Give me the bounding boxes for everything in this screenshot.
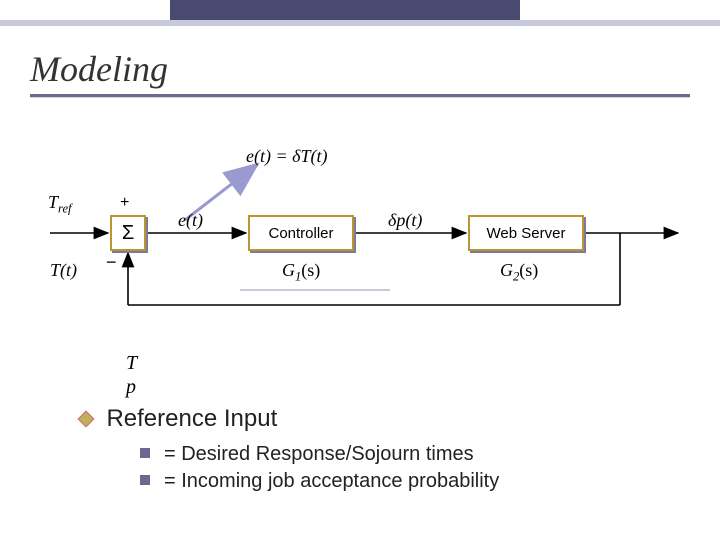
label-eq: e(t) = δT(t): [246, 146, 328, 167]
top-band: [0, 0, 720, 28]
ref-input-title: Reference Input: [106, 405, 277, 432]
square-icon: [140, 448, 150, 458]
label-g2: G2(s): [500, 260, 538, 285]
label-tref: Tref: [48, 192, 72, 217]
label-et: e(t): [178, 210, 203, 231]
label-dp: δp(t): [388, 210, 422, 231]
bullet-ref-input: Reference Input: [80, 405, 499, 433]
page-title: Modeling: [30, 48, 168, 90]
bullet-section: Reference Input = Desired Response/Sojou…: [80, 405, 499, 497]
block-webserver: Web Server: [468, 215, 584, 251]
block-controller: Controller: [248, 215, 354, 251]
block-diagram: Tref Σ + − e(t) e(t) = δT(t) Controller …: [30, 130, 690, 340]
title-underline: [30, 94, 690, 98]
sub-bullet-list: = Desired Response/Sojourn times = Incom…: [140, 443, 499, 493]
label-T-lone: T: [126, 352, 137, 375]
block-sigma: Σ: [110, 215, 146, 251]
label-minus: −: [106, 252, 117, 273]
label-Tt: T(t): [50, 260, 77, 281]
square-icon: [140, 475, 150, 485]
slide-root: Modeling: [0, 0, 720, 540]
label-plus: +: [120, 194, 129, 212]
diamond-icon: [78, 411, 95, 428]
sub-bullet-2: = Incoming job acceptance probability: [140, 470, 499, 493]
label-p-lone: p: [126, 376, 136, 399]
sub-bullet-1: = Desired Response/Sojourn times: [140, 443, 499, 466]
label-g1: G1(s): [282, 260, 320, 285]
